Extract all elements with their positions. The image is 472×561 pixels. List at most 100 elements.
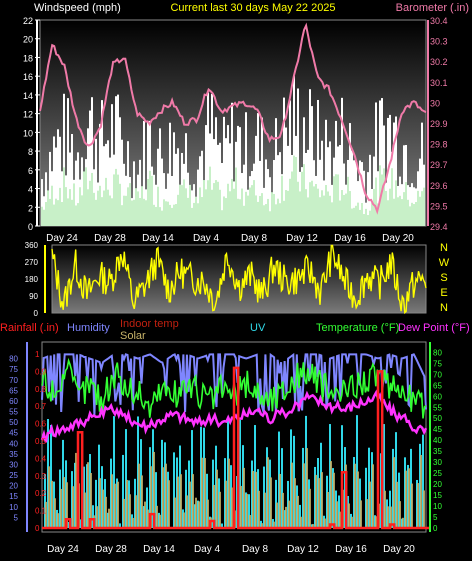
solar-bar <box>45 501 47 528</box>
compass-label: E <box>440 287 447 299</box>
barometer-tick-label: 30.1 <box>430 78 448 88</box>
windspeed-bar <box>51 185 53 226</box>
gust-bar <box>127 141 129 226</box>
temperature-tick-label: 70 <box>433 370 442 379</box>
windspeed-bar <box>71 199 73 226</box>
solar-bar <box>102 489 104 528</box>
uv-bar <box>383 424 385 528</box>
windspeed-bar <box>147 179 149 226</box>
gust-bar <box>153 174 155 226</box>
legend-uv: UV <box>250 322 266 334</box>
windspeed-bar <box>257 201 259 226</box>
legend-rainfall: Rainfall (.in) <box>0 322 59 334</box>
solar-bar <box>150 466 152 528</box>
windspeed-bar <box>225 198 227 226</box>
uv-bar <box>122 454 124 528</box>
windspeed-bar <box>359 209 361 226</box>
humidity-tick-label: 50 <box>9 418 18 427</box>
windspeed-bar <box>145 200 147 226</box>
solar-bar <box>267 457 269 528</box>
windspeed-bar <box>135 188 137 226</box>
solar-bar <box>129 494 131 528</box>
gust-bar <box>349 123 351 226</box>
direction-frame <box>51 244 427 314</box>
solar-bar <box>177 476 179 528</box>
gust-bar <box>143 121 145 226</box>
windspeed-bar <box>163 199 165 226</box>
solar-bar <box>66 482 68 528</box>
windspeed-bar <box>391 168 393 226</box>
windspeed-bar <box>325 185 327 226</box>
solar-bar <box>348 503 350 528</box>
windspeed-bar <box>269 211 271 226</box>
gust-bar <box>101 100 103 226</box>
solar-bar <box>369 481 371 528</box>
uv-bar <box>422 434 424 528</box>
windspeed-bar <box>369 210 371 226</box>
windspeed-bar <box>253 180 255 226</box>
gust-bar <box>319 159 321 226</box>
solar-bar <box>144 501 146 528</box>
windspeed-bar <box>137 191 139 226</box>
uv-bar <box>395 432 397 528</box>
gust-bar <box>169 122 171 226</box>
gust-bar <box>335 120 337 226</box>
wind-tick-label: 4 <box>28 185 33 195</box>
windspeed-bar <box>245 191 247 226</box>
windspeed-bar <box>79 187 81 226</box>
solar-bar <box>147 509 149 528</box>
wind-tick-label: 6 <box>28 166 33 176</box>
gust-bar <box>219 142 221 226</box>
solar-bar <box>273 521 275 528</box>
windspeed-bar <box>285 190 287 226</box>
gust-bar <box>229 143 231 226</box>
wind-tick-label: 2 <box>28 203 33 213</box>
humidity-tick-label: 70 <box>9 376 18 385</box>
uv-bar <box>398 472 400 528</box>
uv-bar <box>365 467 367 528</box>
windspeed-bar <box>105 177 107 226</box>
temperature-tick-label: 55 <box>433 403 442 412</box>
windspeed-bar <box>395 180 397 226</box>
solar-bar <box>354 463 356 528</box>
gust-bar <box>375 102 377 226</box>
gust-bar <box>103 146 105 226</box>
windspeed-bar <box>131 200 133 226</box>
solar-bar <box>192 474 194 528</box>
windspeed-bar <box>389 188 391 226</box>
solar-bar <box>123 498 125 528</box>
gust-bar <box>363 170 365 226</box>
temperature-tick-label: 75 <box>433 359 442 368</box>
barometer-tick-label: 29.7 <box>430 160 448 170</box>
windspeed-bar <box>267 198 269 226</box>
legend-solar: Solar <box>120 330 146 342</box>
solar-bar <box>240 485 242 528</box>
windspeed-bar <box>203 180 205 226</box>
solar-bar <box>156 505 158 528</box>
solar-bar <box>51 480 53 528</box>
gust-bar <box>277 155 279 226</box>
windspeed-bar <box>61 202 63 226</box>
windspeed-bar <box>375 177 377 226</box>
wind-tick-label: 12 <box>23 110 33 120</box>
humidity-tick-label: 20 <box>9 482 18 491</box>
barometer-axis-label: Barometer (.in) <box>396 2 469 14</box>
solar-bar <box>399 501 401 528</box>
gust-bar <box>359 160 361 226</box>
legend-temperature: Temperature (°F) <box>316 322 399 334</box>
legend-dew-point: Dew Point (°F) <box>398 322 470 334</box>
gust-bar <box>285 127 287 226</box>
uv-bar <box>173 452 175 528</box>
windspeed-bar <box>75 205 77 226</box>
uv-bar <box>119 523 121 528</box>
windspeed-bar <box>259 195 261 226</box>
solar-bar <box>84 492 86 528</box>
barometer-line <box>39 22 427 215</box>
gust-bar <box>393 122 395 226</box>
windspeed-bar <box>229 191 231 226</box>
gust-bar <box>71 134 73 226</box>
gust-bar <box>243 164 245 226</box>
windspeed-bar <box>133 199 135 226</box>
windspeed-bar <box>241 188 243 226</box>
windspeed-bar <box>421 191 423 226</box>
